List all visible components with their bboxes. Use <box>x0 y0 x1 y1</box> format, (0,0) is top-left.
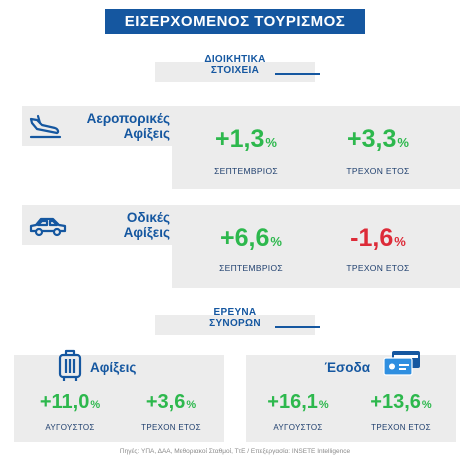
metric-value: +16,1 <box>267 391 318 413</box>
arrivals-august-caption: ΑΥΓΟΥΣΤΟΣ <box>45 423 95 432</box>
air-arrivals-label: Αεροπορικές Αφίξεις <box>70 111 170 141</box>
metric-value: +3,6 <box>145 391 186 413</box>
air-ytd-caption: ΤΡΕΧΟΝ ΕΤΟΣ <box>346 166 410 176</box>
metric-value: +13,6 <box>370 391 421 413</box>
air-arrivals-panel <box>172 106 460 189</box>
section-band-admin <box>155 62 315 82</box>
air-ytd-value: +3,3% <box>323 125 433 154</box>
car-icon <box>28 214 68 243</box>
section-band-border <box>155 315 315 335</box>
metric-value: +11,0 <box>39 391 90 413</box>
arrivals-august-value: +11,0% <box>25 391 115 414</box>
metric-unit: % <box>90 399 101 411</box>
label-line: Αφίξεις <box>123 126 170 141</box>
metric-unit: % <box>394 234 406 249</box>
section-title-line: ΔΙΟΙΚΗΤΙΚΑ <box>204 54 266 65</box>
arrivals-ytd-value: +3,6% <box>126 391 216 414</box>
arrivals-label: Αφίξεις <box>90 360 137 375</box>
air-september-caption: ΣΕΠΤΕΜΒΡΙΟΣ <box>214 166 278 176</box>
page-title: ΕΙΣΕΡΧΟΜΕΝΟΣ ΤΟΥΡΙΣΜΟΣ <box>105 9 365 34</box>
metric-value: +3,3 <box>347 125 397 153</box>
section-title-admin: ΔΙΟΙΚΗΤΙΚΑ ΣΤΟΙΧΕΙΑ <box>180 54 290 76</box>
road-arrivals-tab: Οδικές Αφίξεις <box>22 205 182 245</box>
metric-value: +6,6 <box>220 224 270 252</box>
receipts-label: Έσοδα <box>324 360 370 375</box>
receipts-panel <box>246 355 456 442</box>
section-underline <box>275 73 320 75</box>
arrivals-panel <box>14 355 224 442</box>
section-title-line: ΣΤΟΙΧΕΙΑ <box>210 65 260 76</box>
luggage-icon <box>57 349 83 388</box>
road-september-caption: ΣΕΠΤΕΜΒΡΙΟΣ <box>219 263 283 273</box>
label-line: Αφίξεις <box>123 225 170 240</box>
metric-unit: % <box>397 135 409 150</box>
metric-unit: % <box>270 234 282 249</box>
air-arrivals-tab: Αεροπορικές Αφίξεις <box>22 106 182 146</box>
source-note: Πηγές: ΥΠΑ, ΔΑΑ, Μεθοριακοί Σταθμοί, ΤτΕ… <box>119 448 351 455</box>
section-title-border: ΕΡΕΥΝΑ ΣΥΝΟΡΩΝ <box>180 307 290 329</box>
metric-unit: % <box>186 399 197 411</box>
metric-unit: % <box>265 135 277 150</box>
metric-unit: % <box>318 399 329 411</box>
airplane-landing-icon <box>28 114 64 145</box>
road-arrivals-panel <box>172 205 460 288</box>
metric-value: -1,6 <box>350 224 394 252</box>
air-september-value: +1,3% <box>191 125 301 154</box>
section-title-line: ΣΥΝΟΡΩΝ <box>209 318 261 329</box>
section-title-line: ΕΡΕΥΝΑ <box>213 307 257 318</box>
credit-card-icon <box>382 349 422 382</box>
receipts-august-caption: ΑΥΓΟΥΣΤΟΣ <box>273 423 323 432</box>
road-ytd-value: -1,6% <box>323 224 433 253</box>
label-line: Αεροπορικές <box>86 111 170 126</box>
road-ytd-caption: ΤΡΕΧΟΝ ΕΤΟΣ <box>346 263 410 273</box>
road-arrivals-label: Οδικές Αφίξεις <box>72 210 170 240</box>
receipts-ytd-caption: ΤΡΕΧΟΝ ΕΤΟΣ <box>371 423 431 432</box>
metric-value: +1,3 <box>215 125 265 153</box>
receipts-august-value: +16,1% <box>253 391 343 414</box>
arrivals-ytd-caption: ΤΡΕΧΟΝ ΕΤΟΣ <box>141 423 201 432</box>
label-line: Οδικές <box>126 210 170 225</box>
section-underline <box>275 326 320 328</box>
receipts-ytd-value: +13,6% <box>356 391 446 414</box>
metric-unit: % <box>421 399 432 411</box>
road-september-value: +6,6% <box>196 224 306 253</box>
